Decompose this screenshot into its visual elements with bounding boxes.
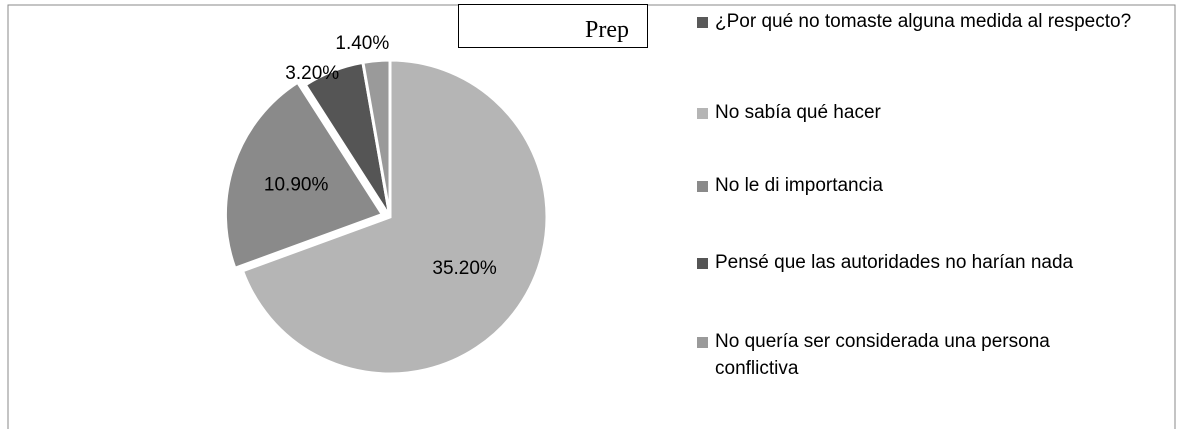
legend-swatch bbox=[697, 337, 708, 348]
data-label: 3.20% bbox=[285, 63, 339, 84]
legend-swatch bbox=[697, 108, 708, 119]
legend-label: ¿Por qué no tomaste alguna medida al res… bbox=[715, 11, 1132, 32]
pie-slice bbox=[223, 80, 385, 271]
data-label: 1.40% bbox=[335, 33, 389, 54]
legend-item: No sabía qué hacer bbox=[697, 99, 1135, 126]
legend-swatch bbox=[697, 17, 708, 28]
data-label: 10.90% bbox=[264, 174, 329, 195]
legend-swatch bbox=[697, 258, 708, 269]
chart-title: Prep bbox=[458, 4, 648, 48]
legend-item: No quería ser considerada una persona co… bbox=[697, 328, 1135, 382]
legend-label: Pensé que las autoridades no harían nada bbox=[715, 252, 1074, 273]
legend-label: No le di importancia bbox=[715, 175, 883, 196]
legend-item: Pensé que las autoridades no harían nada bbox=[697, 249, 1135, 276]
legend-item: No le di importancia bbox=[697, 172, 1135, 199]
data-label: 35.20% bbox=[432, 258, 497, 279]
pie-slice bbox=[240, 58, 549, 376]
legend-swatch bbox=[697, 181, 708, 192]
legend-label: No sabía qué hacer bbox=[715, 102, 881, 123]
pie-slice bbox=[361, 58, 392, 218]
legend-item: ¿Por qué no tomaste alguna medida al res… bbox=[697, 8, 1135, 35]
legend-label: No quería ser considerada una persona co… bbox=[715, 331, 1050, 379]
